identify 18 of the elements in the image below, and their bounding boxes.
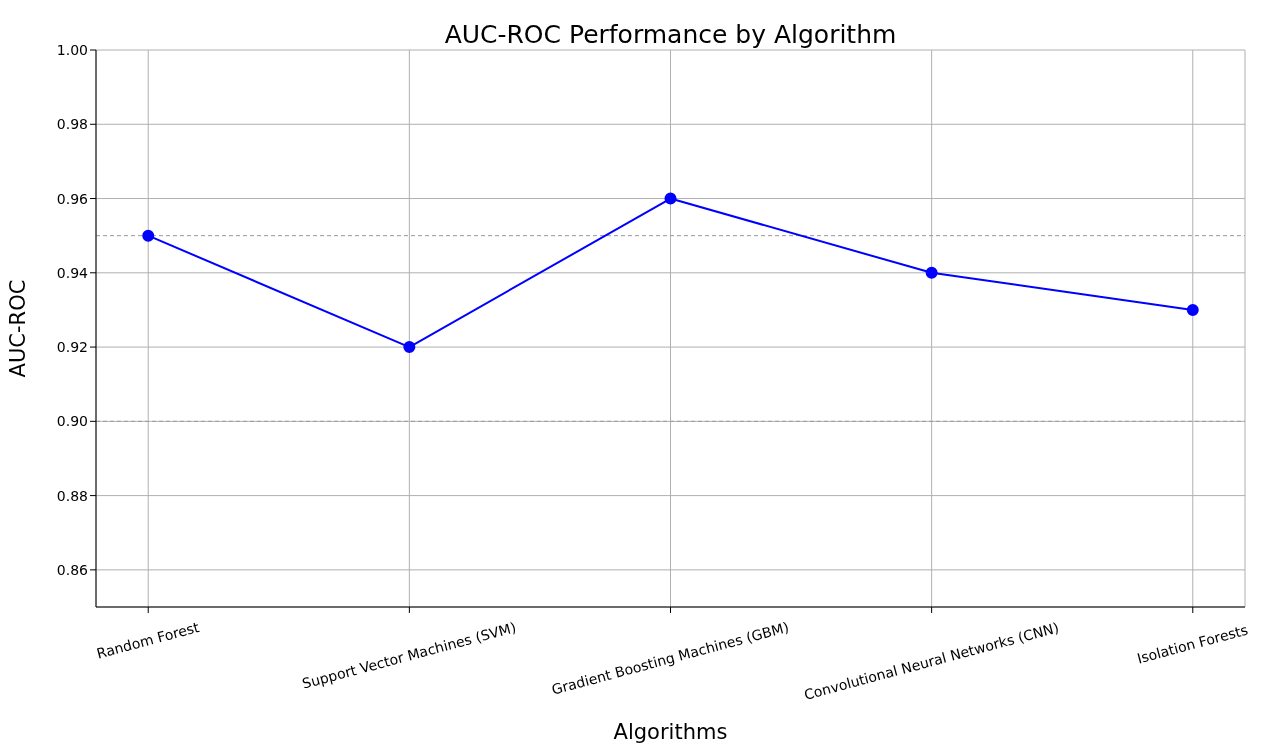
point bbox=[664, 192, 677, 205]
point bbox=[925, 266, 938, 279]
y-tick-label: 0.94 bbox=[56, 264, 89, 281]
y-tick-label: 1.00 bbox=[56, 41, 88, 58]
point bbox=[142, 229, 155, 242]
y-tick-label: 0.98 bbox=[56, 116, 88, 133]
y-tick-label: 0.88 bbox=[56, 487, 88, 504]
y-tick-label: 0.86 bbox=[56, 561, 89, 578]
y-tick-label: 0.96 bbox=[56, 190, 89, 207]
y-tick-label: 0.90 bbox=[56, 413, 88, 430]
chart-title: AUC-ROC Performance by Algorithm bbox=[443, 20, 898, 49]
point bbox=[403, 341, 416, 354]
y-axis-title: AUC-ROC bbox=[6, 279, 31, 378]
x-tick-label: Random Forest bbox=[95, 618, 202, 662]
x-tick-label: Isolation Forests bbox=[1135, 621, 1250, 667]
y-tick-label: 0.92 bbox=[56, 339, 88, 356]
x-axis-title: Algorithms bbox=[613, 720, 728, 744]
point bbox=[1186, 303, 1199, 316]
